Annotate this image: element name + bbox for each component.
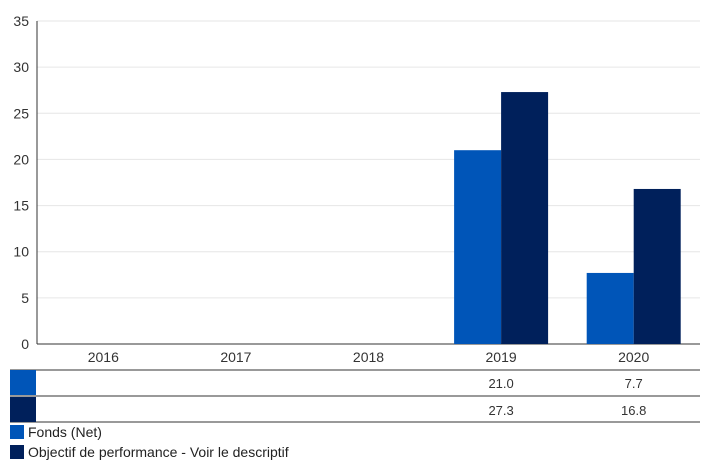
y-tick-label: 0 <box>21 336 29 352</box>
table-series-swatch <box>10 370 36 395</box>
legend-swatch <box>10 445 24 459</box>
y-tick-label: 30 <box>13 59 29 75</box>
table-value: 21.0 <box>488 376 513 391</box>
x-tick-label: 2020 <box>618 349 649 365</box>
x-tick-label: 2018 <box>353 349 384 365</box>
y-tick-label: 35 <box>13 13 29 29</box>
y-tick-label: 5 <box>21 290 29 306</box>
table-series-swatch <box>10 397 36 422</box>
table-value: 27.3 <box>488 403 513 418</box>
bar <box>501 92 549 344</box>
legend-swatch <box>10 425 24 439</box>
legend-item-fonds: Fonds (Net) <box>10 424 102 440</box>
legend-label: Objectif de performance - Voir le descri… <box>28 444 289 460</box>
y-tick-label: 25 <box>13 105 29 121</box>
y-tick-label: 10 <box>13 244 29 260</box>
table-value: 7.7 <box>625 376 643 391</box>
bar <box>633 188 681 344</box>
bar <box>586 272 634 344</box>
bar <box>454 150 502 344</box>
y-tick-label: 20 <box>13 151 29 167</box>
table-value: 16.8 <box>621 403 646 418</box>
x-tick-label: 2016 <box>88 349 119 365</box>
legend-label: Fonds (Net) <box>28 424 102 440</box>
y-tick-label: 15 <box>13 198 29 214</box>
x-tick-label: 2017 <box>220 349 251 365</box>
x-tick-label: 2019 <box>486 349 517 365</box>
legend-item-objectif: Objectif de performance - Voir le descri… <box>10 444 289 460</box>
